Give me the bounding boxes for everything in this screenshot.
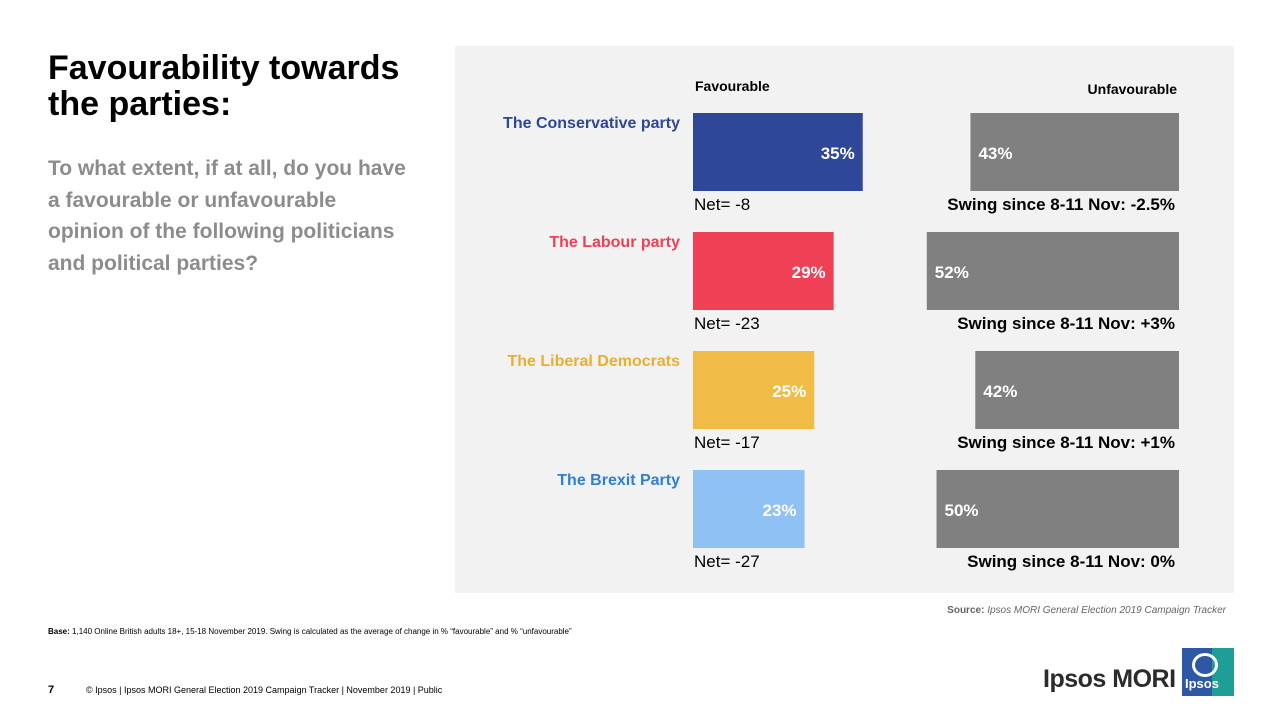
swing-label: Swing since 8-11 Nov: +1% (957, 433, 1175, 452)
favourable-value-label: 23% (763, 501, 797, 520)
source-note: Source: Ipsos MORI General Election 2019… (947, 605, 1226, 616)
favourable-bar (693, 232, 834, 310)
category-label: The Labour party (549, 234, 680, 251)
ipsos-logo-mark-text: Ipsos (1185, 676, 1219, 691)
category-label: The Conservative party (503, 115, 680, 132)
favourable-bar (693, 113, 863, 191)
footer-text: © Ipsos | Ipsos MORI General Election 20… (86, 685, 443, 695)
unfavourable-bar (970, 113, 1179, 191)
swing-label: Swing since 8-11 Nov: -2.5% (947, 195, 1175, 214)
unfavourable-value-label: 50% (945, 501, 979, 520)
unfavourable-value-label: 43% (978, 144, 1012, 163)
unfavourable-value-label: 52% (935, 263, 969, 282)
swing-label: Swing since 8-11 Nov: +3% (957, 314, 1175, 333)
slide-title: Favourability towards the parties: (48, 49, 400, 123)
header-favourable: Favourable (695, 78, 770, 94)
net-score-label: Net= -8 (694, 195, 750, 214)
favourable-value-label: 35% (821, 144, 855, 163)
unfavourable-bar (926, 232, 1179, 310)
favourable-value-label: 29% (792, 263, 826, 282)
source-label: Source: (947, 605, 985, 616)
category-label: The Brexit Party (557, 472, 680, 489)
unfavourable-bar (936, 470, 1179, 548)
base-label: Base: (48, 627, 70, 636)
survey-question: To what extent, if at all, do you have a… (48, 157, 406, 275)
base-note: Base: 1,140 Online British adults 18+, 1… (48, 625, 598, 638)
net-score-label: Net= -17 (694, 433, 760, 452)
chart-panel: Favourable Unfavourable The Conservative p… (455, 46, 1234, 593)
page-number: 7 (48, 684, 55, 696)
source-text: Ipsos MORI General Election 2019 Campaig… (987, 605, 1226, 616)
swing-label: Swing since 8-11 Nov: 0% (967, 552, 1175, 571)
header-unfavourable: Unfavourable (1088, 81, 1178, 97)
favourable-bar (693, 470, 805, 548)
favourability-chart: Favourable Unfavourable The Conservative p… (503, 78, 1179, 571)
ipsos-logo-icon: Ipsos (1182, 648, 1234, 696)
favourable-value-label: 25% (772, 382, 806, 401)
favourable-bar (693, 351, 815, 429)
unfavourable-value-label: 42% (983, 382, 1017, 401)
base-text: 1,140 Online British adults 18+, 15-18 N… (72, 627, 572, 636)
net-score-label: Net= -23 (694, 314, 760, 333)
ipsos-mori-logo-text: Ipsos MORI (1043, 665, 1176, 693)
net-score-label: Net= -27 (694, 552, 760, 571)
unfavourable-bar (975, 351, 1179, 429)
category-label: The Liberal Democrats (508, 353, 681, 370)
